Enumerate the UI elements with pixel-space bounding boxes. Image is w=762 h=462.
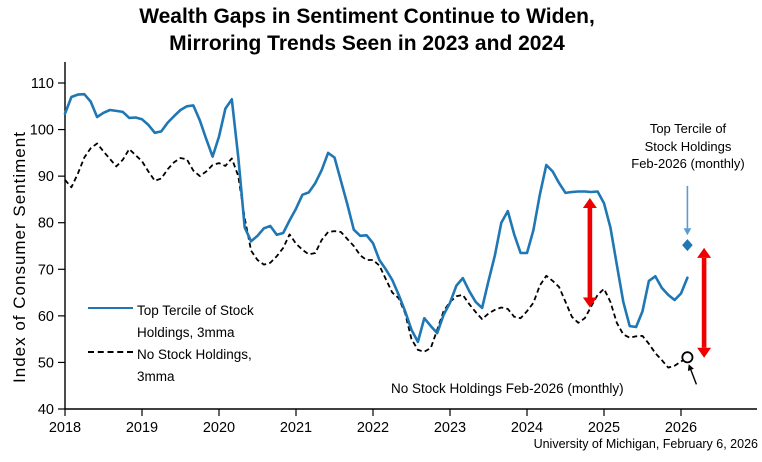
annotation-top-tercile-line2: Stock Holdings <box>644 138 732 154</box>
annotation-top-tercile-line1: Top Tercile of <box>649 121 727 136</box>
x-tick-label-2022: 2022 <box>357 420 389 436</box>
annotation-no-stock-feb-2026: No Stock Holdings Feb-2026 (monthly) <box>391 381 624 396</box>
x-tick-label-2020: 2020 <box>203 420 235 436</box>
x-tick-label-2018: 2018 <box>49 420 81 436</box>
source-attribution: University of Michigan, February 6, 2026 <box>533 437 758 451</box>
legend-label-no-stock: No Stock Holdings, 3mma <box>137 344 252 387</box>
chart-title-line2: Mirroring Trends Seen in 2023 and 2024 <box>169 32 565 55</box>
gap-arrows <box>582 198 712 358</box>
x-tick-label-2026: 2026 <box>665 420 697 436</box>
series-lines <box>63 92 689 369</box>
x-tick-label-2023: 2023 <box>434 420 466 436</box>
monthly-markers <box>681 239 694 364</box>
axes <box>64 62 757 410</box>
red-gap-arrow-1 <box>582 198 597 308</box>
y-axis-ticks: 40 50 60 70 80 90 100 110 <box>30 76 65 418</box>
y-tick-label-90: 90 <box>38 169 54 185</box>
x-axis-ticks: 2018 2019 2020 2021 2022 2023 2024 2025 2026 <box>49 409 697 436</box>
red-gap-arrow-2 <box>697 247 712 358</box>
diamond-pointer-arrow <box>683 185 692 236</box>
legend-label-top-tercile: Top Tercile of Stock Holdings, 3mma <box>137 300 254 343</box>
legend-swatch-top-tercile-line <box>88 307 133 309</box>
y-tick-label-110: 110 <box>31 76 54 92</box>
top-tercile-feb-2026-diamond-marker <box>682 239 693 252</box>
no-stock-feb-2026-circle-marker <box>681 351 694 364</box>
legend-swatch-no-stock-line <box>88 351 133 353</box>
y-tick-label-80: 80 <box>38 216 54 232</box>
series-top-tercile-line <box>63 92 689 344</box>
x-tick-label-2024: 2024 <box>511 420 543 436</box>
y-tick-label-70: 70 <box>38 262 54 278</box>
y-tick-label-50: 50 <box>38 355 54 371</box>
y-tick-label-100: 100 <box>30 123 54 139</box>
series-no-stock-holdings-line <box>64 142 688 369</box>
chart-title-line1: Wealth Gaps in Sentiment Continue to Wid… <box>139 5 595 28</box>
legend-label-no-stock-line1: No Stock Holdings, <box>137 347 252 362</box>
legend-label-top-tercile-line2: Holdings, 3mma <box>137 324 235 340</box>
x-tick-label-2021: 2021 <box>280 420 312 436</box>
y-tick-label-40: 40 <box>38 402 54 418</box>
y-tick-label-60: 60 <box>38 309 54 325</box>
legend-label-no-stock-line2: 3mma <box>137 368 175 384</box>
chart-title: Wealth Gaps in Sentiment Continue to Wid… <box>0 3 734 57</box>
x-tick-label-2025: 2025 <box>588 420 620 436</box>
legend-label-top-tercile-line1: Top Tercile of Stock <box>137 303 254 318</box>
x-tick-label-2019: 2019 <box>126 420 158 436</box>
annotation-top-tercile-feb-2026: Top Tercile of Stock Holdings Feb-2026 (… <box>610 120 762 173</box>
circle-pointer-arrow <box>687 364 698 385</box>
annotation-top-tercile-line3: Feb-2026 (monthly) <box>631 156 745 171</box>
